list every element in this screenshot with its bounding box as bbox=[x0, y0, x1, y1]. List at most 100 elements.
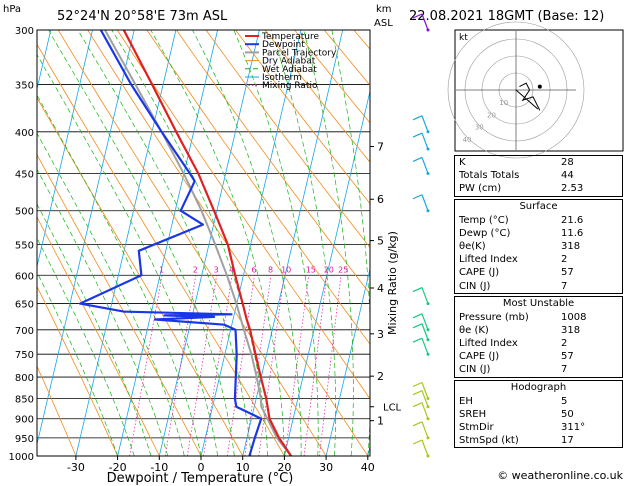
wind-barb-flag bbox=[412, 115, 423, 121]
most-unstable-title: Most Unstable bbox=[502, 297, 575, 309]
km-tick-label: 5 bbox=[377, 235, 384, 248]
km-tick-label: 3 bbox=[377, 328, 384, 341]
isotherm-line bbox=[284, 89, 370, 456]
legend-entry: Dry Adiabat bbox=[262, 57, 316, 67]
wind-barb bbox=[421, 439, 429, 457]
mixing-ratio-label: 6 bbox=[251, 265, 256, 274]
x-tick-label: -30 bbox=[67, 461, 85, 474]
wet-adiabat-line bbox=[77, 30, 252, 456]
wind-barb-flag bbox=[412, 13, 423, 19]
wind-barb-flag bbox=[412, 402, 423, 408]
index-label: Temp (°C) bbox=[459, 214, 509, 226]
pressure-tick-label: 400 bbox=[15, 128, 34, 139]
index-row: CAPE (J) 57 bbox=[455, 350, 622, 363]
wet-adiabat-line bbox=[37, 132, 185, 456]
wind-barb-flag bbox=[412, 132, 423, 138]
wind-barb-base bbox=[426, 352, 430, 356]
mixing-ratio-line bbox=[203, 275, 233, 456]
mixing-ratio-label: 4 bbox=[229, 265, 234, 274]
wind-barb bbox=[421, 313, 429, 331]
x-tick-label: 40 bbox=[361, 461, 375, 474]
wind-barb-flag bbox=[412, 439, 423, 445]
dry-adiabat-line bbox=[37, 96, 244, 456]
dry-adiabat-line bbox=[37, 365, 77, 456]
index-value: 2 bbox=[561, 338, 568, 350]
index-row: Dewp (°C) 11.6 bbox=[455, 227, 622, 240]
dry-adiabat-line bbox=[205, 30, 370, 249]
km-tick-label: 2 bbox=[377, 370, 384, 383]
isotherm-line bbox=[37, 30, 93, 269]
hodograph-ring bbox=[447, 21, 585, 159]
km-tick-label: 1 bbox=[377, 415, 384, 428]
legend-entry: Temperature bbox=[261, 32, 319, 42]
km-tick-label: 4 bbox=[377, 282, 384, 295]
index-value: 17 bbox=[561, 435, 574, 447]
wind-barb-flag bbox=[412, 337, 423, 343]
dry-adiabat-line bbox=[146, 30, 370, 345]
wind-barb bbox=[421, 13, 429, 31]
index-row: Pressure (mb) 1008 bbox=[455, 311, 622, 324]
index-row: Totals Totals 44 bbox=[455, 169, 622, 182]
mixing-ratio-label: 2 bbox=[193, 265, 198, 274]
index-value: 5 bbox=[561, 395, 568, 407]
x-tick-label: 10 bbox=[236, 461, 250, 474]
dry-adiabat-line bbox=[176, 30, 370, 295]
isotherm-line bbox=[325, 267, 370, 456]
index-label: EH bbox=[459, 395, 473, 407]
index-label: StmDir bbox=[459, 422, 494, 433]
pressure-tick-label: 850 bbox=[15, 394, 34, 405]
index-label: Totals Totals bbox=[459, 170, 520, 182]
wind-barb bbox=[421, 194, 429, 211]
index-value: 57 bbox=[561, 267, 574, 279]
mixing-ratio-line bbox=[186, 275, 218, 456]
legend-entry: Wet Adiabat bbox=[262, 65, 317, 75]
pressure-tick-label: 800 bbox=[15, 373, 34, 384]
index-row: CIN (J) 7 bbox=[455, 280, 622, 293]
hodograph-ring-label: 20 bbox=[487, 111, 496, 119]
wind-barb bbox=[421, 402, 429, 419]
index-value: 7 bbox=[561, 280, 568, 292]
storm-motion-point bbox=[537, 84, 542, 89]
dry-adiabat-line bbox=[116, 30, 370, 400]
wind-barb bbox=[421, 287, 429, 304]
index-row: Lifted Index 2 bbox=[455, 253, 622, 266]
wind-barb-base bbox=[426, 396, 430, 400]
mixing-ratio-label: 8 bbox=[268, 265, 273, 274]
wind-barb bbox=[421, 157, 429, 174]
wind-barb-base bbox=[426, 130, 430, 134]
wind-barb-base bbox=[426, 328, 430, 332]
x-axis-label: Dewpoint / Temperature (°C) bbox=[107, 471, 294, 486]
wet-adiabat-line bbox=[331, 30, 370, 456]
x-tick-label: -20 bbox=[109, 461, 127, 474]
surface-box: Surface Temp (°C) 21.6 Dewp (°C) 11.6 θe(K) 3… bbox=[454, 198, 623, 294]
mixing-ratio-line bbox=[318, 275, 342, 456]
sounding-curves bbox=[78, 30, 293, 456]
dewpoint-curve bbox=[78, 30, 263, 456]
dry-adiabat-line bbox=[264, 30, 370, 163]
pressure-tick-label: 950 bbox=[15, 434, 34, 445]
index-row: θe(K) 318 bbox=[455, 240, 622, 253]
axes: 3003504004505005506006507007508008509009… bbox=[9, 26, 402, 474]
isotherm-line bbox=[75, 30, 177, 456]
wind-barb bbox=[421, 132, 429, 150]
km-tick-label: 6 bbox=[377, 193, 384, 206]
index-label: CAPE (J) bbox=[459, 351, 500, 363]
dry-adiabat-line bbox=[87, 30, 369, 456]
index-row: EH 5 bbox=[455, 395, 622, 408]
index-row: StmSpd (kt) 17 bbox=[455, 434, 622, 447]
mixing-ratio-line bbox=[284, 275, 310, 456]
basic-indices: K 28 Totals Totals 44 PW (cm) 2.53 bbox=[454, 155, 623, 197]
mixing-ratio-label: 20 bbox=[324, 265, 334, 274]
pressure-tick-label: 1000 bbox=[9, 452, 34, 463]
isotherm-line bbox=[37, 30, 135, 446]
isotherm-line bbox=[242, 30, 344, 456]
wind-barb-flag bbox=[412, 287, 423, 293]
wet-adiabat-line bbox=[233, 30, 319, 456]
wind-barb bbox=[421, 421, 429, 439]
wet-adiabat-line bbox=[37, 94, 202, 456]
hodograph-ring-label: 40 bbox=[463, 136, 472, 144]
mixing-ratio-line bbox=[164, 275, 197, 456]
index-row: Temp (°C) 21.6 bbox=[455, 214, 622, 227]
